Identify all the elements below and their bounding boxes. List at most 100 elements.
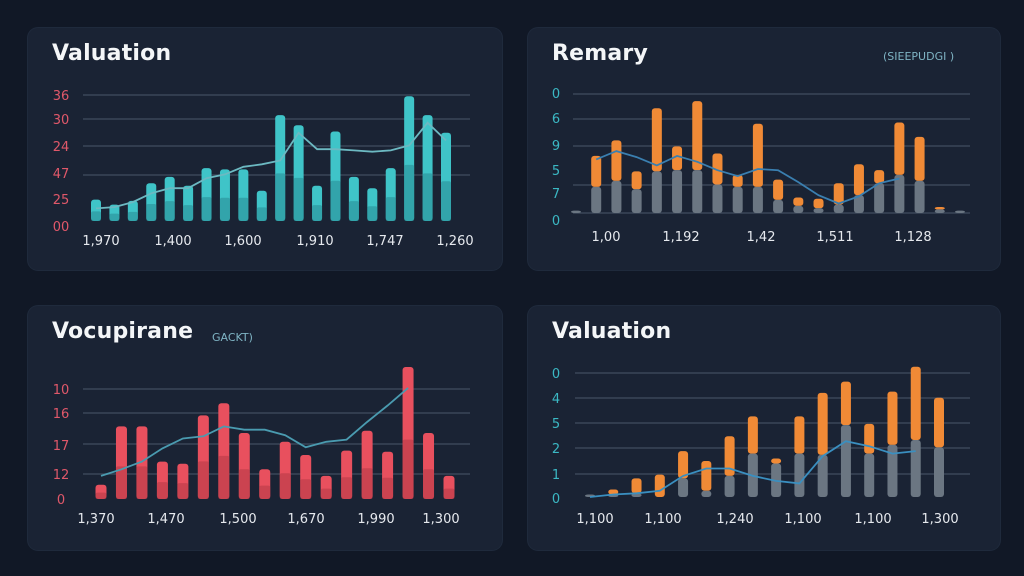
y-tick-label: 9 xyxy=(552,139,560,154)
bar-shade xyxy=(300,479,312,499)
bar-segment-base xyxy=(955,210,965,213)
bar-shade xyxy=(320,488,332,499)
x-tick-label: 1,300 xyxy=(422,512,459,527)
bar-segment-base xyxy=(773,199,784,213)
bar-segment-base xyxy=(840,425,851,497)
y-tick-label: 10 xyxy=(53,383,70,398)
bar-shade xyxy=(218,455,230,499)
bar-segment-top xyxy=(672,146,683,171)
x-tick-label: 1,511 xyxy=(816,230,853,245)
bar-segment-base xyxy=(813,208,824,213)
x-tick-label: 1,192 xyxy=(662,230,699,245)
chart-panel-valuation-bottom: 0 4 5 2 1 0 1,100 1,100 1,240 1,100 1,100 1,300 Val… xyxy=(528,306,1000,550)
x-tick-label: 1,970 xyxy=(82,234,119,249)
x-tick-label: 1,500 xyxy=(219,512,256,527)
bar-shade xyxy=(330,180,341,221)
bar-segment-base xyxy=(701,490,712,497)
trend-line xyxy=(100,387,409,477)
bar-segment-top xyxy=(794,416,805,454)
y-tick-label: 0 xyxy=(552,367,560,382)
y-tick-label: 16 xyxy=(53,407,70,422)
bar-segment-top xyxy=(692,101,703,171)
bar-segment-top xyxy=(654,474,665,497)
bar-segment-top xyxy=(608,489,619,495)
bar-segment-base xyxy=(752,186,763,213)
chart-valuation-top: 36 30 24 47 25 00 1,970 1,400 1,600 1,910 1,747 1,2… xyxy=(53,89,474,249)
y-tick-label: 0 xyxy=(57,493,65,508)
x-tick-label: 1,470 xyxy=(147,512,184,527)
bar-shade xyxy=(385,197,396,221)
bar-segment-base xyxy=(874,183,885,213)
bar-shade xyxy=(382,477,394,499)
bar-shade xyxy=(238,197,249,221)
x-tick-label: 1,910 xyxy=(296,234,333,249)
y-tick-label: 47 xyxy=(53,167,70,182)
bar-shade xyxy=(95,492,107,499)
x-tick-label: 1,42 xyxy=(747,230,776,245)
bar-segment-top xyxy=(724,436,735,476)
chart-panel-valuation-top: 36 30 24 47 25 00 1,970 1,400 1,600 1,910 1,747 1,2… xyxy=(28,28,502,270)
y-tick-label: 7 xyxy=(552,187,560,202)
bar-segment-top xyxy=(874,170,885,184)
bar-segment-top xyxy=(631,171,642,190)
chart-subtitle: (SIEEPUDGI ) xyxy=(883,50,955,63)
chart-subtitle: GACKT) xyxy=(212,331,253,344)
bar-segment-base xyxy=(853,195,864,213)
bar-segment-base xyxy=(934,447,944,497)
bar-shade xyxy=(109,213,120,221)
chart-title: Valuation xyxy=(552,319,672,344)
bar-shade xyxy=(164,201,175,221)
bar-segment-base xyxy=(910,439,921,497)
bar-shade xyxy=(146,203,157,221)
x-tick-label: 1,747 xyxy=(366,234,403,249)
bar-segment-top xyxy=(793,197,804,206)
bar-segment-base xyxy=(894,174,905,213)
x-tick-label: 1,400 xyxy=(154,234,191,249)
bar-segment-top xyxy=(894,122,905,175)
x-tick-label: 1,100 xyxy=(576,512,613,527)
bar-shade xyxy=(348,201,359,221)
x-tick-label: 1,100 xyxy=(644,512,681,527)
bar-segment-top xyxy=(747,416,758,454)
trend-line xyxy=(95,121,447,210)
bar-shade xyxy=(367,206,378,221)
bar-segment-top xyxy=(752,123,763,187)
bar-shade xyxy=(156,482,168,499)
bar-shade xyxy=(279,473,291,499)
chart-title: Remary xyxy=(552,41,649,66)
y-tick-label: 24 xyxy=(53,140,70,155)
bar-segment-base xyxy=(631,189,642,213)
bar-segment-top xyxy=(817,392,828,455)
y-tick-label: 12 xyxy=(53,468,70,483)
x-tick-label: 1,990 xyxy=(357,512,394,527)
bar-segment-base xyxy=(794,453,805,497)
x-tick-label: 1,260 xyxy=(436,234,473,249)
bar-segment-top xyxy=(914,136,925,181)
bar-segment-top xyxy=(934,397,944,448)
bar-shade xyxy=(219,197,230,221)
bar-shade xyxy=(361,468,373,499)
bar-segment-base xyxy=(914,180,925,213)
bar-shade xyxy=(127,211,138,221)
bar-shade xyxy=(402,439,414,499)
bar-shade xyxy=(423,469,435,499)
bar-segment-top xyxy=(631,478,642,494)
y-tick-label: 1 xyxy=(552,468,560,483)
bar-segment-base xyxy=(611,180,622,213)
bar-segment-base xyxy=(678,478,689,497)
bar-segment-base xyxy=(934,209,945,213)
bar-shade xyxy=(259,485,271,499)
bar-shade xyxy=(201,197,212,221)
bar-shade xyxy=(312,205,323,221)
bar-segment-base xyxy=(692,170,703,213)
bar-segment-base xyxy=(651,171,662,213)
bar-segment-top xyxy=(712,153,723,185)
bar-segment-top xyxy=(910,366,921,440)
bar-segment-base xyxy=(724,475,735,497)
chart-remary: 0 6 9 5 7 0 1,00 1,192 1,42 1,511 1,128 xyxy=(552,87,970,245)
bar-segment-top xyxy=(887,391,898,445)
bar-segment-base xyxy=(712,184,723,213)
bar-shade xyxy=(256,207,267,221)
trend-line xyxy=(589,440,916,498)
bar-segment-top xyxy=(833,183,844,205)
